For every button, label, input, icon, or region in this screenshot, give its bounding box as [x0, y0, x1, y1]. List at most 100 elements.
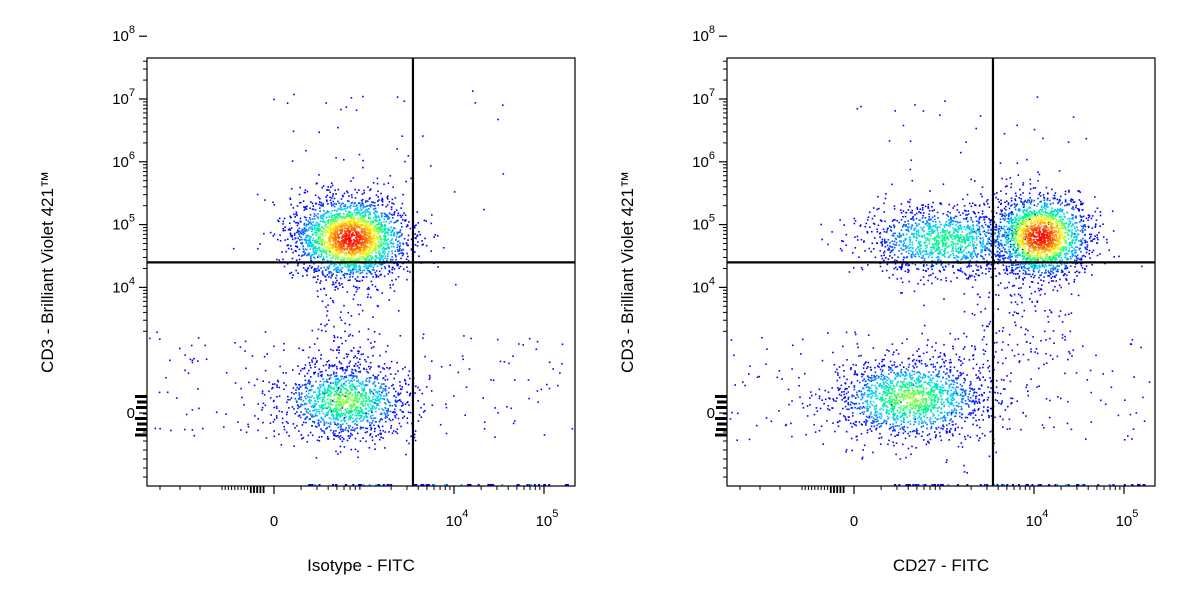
- event-dot: [393, 212, 395, 214]
- event-dot: [356, 235, 358, 238]
- event-dot: [982, 349, 985, 351]
- event-dot: [319, 197, 321, 200]
- event-dot: [355, 280, 358, 282]
- event-dot: [366, 208, 368, 211]
- event-dot: [399, 265, 402, 268]
- event-dot: [341, 237, 343, 239]
- event-dot: [1090, 421, 1093, 423]
- event-dot: [365, 259, 368, 261]
- event-dot: [191, 359, 194, 362]
- event-dot: [312, 234, 314, 236]
- event-dot: [733, 354, 735, 357]
- x-axis-label: Isotype - FITC: [307, 556, 415, 575]
- event-dot: [354, 219, 356, 221]
- x-tick-label: 0: [270, 513, 278, 530]
- event-dot: [362, 235, 364, 237]
- event-dot: [257, 403, 259, 405]
- event-dot: [272, 235, 275, 237]
- event-dot: [522, 344, 524, 346]
- event-dot: [997, 294, 1000, 297]
- event-dot: [1025, 386, 1027, 389]
- event-dot: [362, 255, 364, 258]
- event-dot: [339, 385, 341, 388]
- event-dot: [338, 207, 340, 210]
- event-dot: [328, 272, 330, 275]
- event-dot: [291, 257, 294, 260]
- event-dot: [290, 235, 292, 237]
- event-dot: [395, 238, 397, 240]
- event-dot: [359, 426, 362, 428]
- event-dot: [303, 232, 306, 235]
- event-dot: [355, 225, 357, 228]
- event-dot: [834, 430, 836, 433]
- event-dot: [362, 412, 365, 414]
- event-dot: [344, 484, 347, 486]
- event-dot: [388, 266, 390, 268]
- event-dot: [1099, 211, 1102, 213]
- event-dot: [364, 404, 367, 407]
- event-dot: [375, 276, 378, 278]
- event-dot: [422, 333, 425, 336]
- event-dot: [981, 324, 984, 327]
- event-dot: [376, 219, 379, 222]
- event-dot: [237, 421, 239, 423]
- event-dot: [389, 284, 391, 286]
- event-dot: [336, 336, 339, 338]
- event-dot: [362, 353, 364, 355]
- event-dot: [383, 230, 386, 232]
- event-dot: [321, 242, 323, 245]
- event-dot: [374, 443, 376, 445]
- event-dot: [1070, 293, 1073, 295]
- event-dot: [275, 415, 278, 417]
- event-dot: [1099, 253, 1101, 255]
- event-dot: [427, 484, 430, 486]
- event-dot: [348, 386, 351, 388]
- event-dot: [356, 427, 358, 429]
- event-dot: [358, 313, 360, 316]
- event-dot: [315, 228, 317, 230]
- event-dot: [370, 342, 372, 344]
- event-dot: [336, 403, 338, 406]
- event-dot: [315, 250, 317, 252]
- event-dot: [398, 245, 401, 248]
- event-dot: [361, 241, 364, 243]
- event-dot: [353, 229, 355, 232]
- event-dot: [403, 268, 405, 270]
- event-dot: [348, 229, 350, 232]
- event-dot: [377, 257, 380, 259]
- event-dot: [316, 232, 319, 235]
- event-dot: [335, 238, 337, 241]
- event-dot: [299, 186, 301, 189]
- event-dot: [321, 270, 324, 272]
- event-dot: [240, 429, 242, 431]
- event-dot: [351, 226, 353, 229]
- event-dot: [386, 215, 388, 218]
- event-dot: [1002, 418, 1004, 421]
- event-dot: [315, 403, 318, 405]
- event-dot: [371, 422, 373, 424]
- event-dot: [888, 350, 890, 352]
- event-dot: [347, 231, 350, 233]
- event-dot: [845, 449, 848, 451]
- event-dot: [382, 255, 385, 257]
- event-dot: [949, 332, 952, 335]
- event-dot: [996, 392, 999, 394]
- event-dot: [1045, 362, 1048, 364]
- event-dot: [322, 203, 324, 205]
- event-dot: [301, 392, 303, 395]
- event-dot: [1018, 360, 1021, 362]
- event-dot: [339, 269, 341, 272]
- event-dot: [939, 352, 942, 354]
- event-dot: [371, 436, 374, 438]
- event-dot: [325, 199, 328, 201]
- event-dot: [310, 259, 312, 261]
- event-dot: [323, 396, 326, 398]
- event-dot: [397, 212, 400, 215]
- event-dot: [377, 226, 380, 229]
- event-dot: [367, 252, 370, 254]
- event-dot: [922, 352, 925, 355]
- event-dot: [365, 414, 367, 416]
- event-dot: [319, 235, 321, 238]
- event-dot: [333, 433, 336, 435]
- event-dot: [319, 216, 322, 218]
